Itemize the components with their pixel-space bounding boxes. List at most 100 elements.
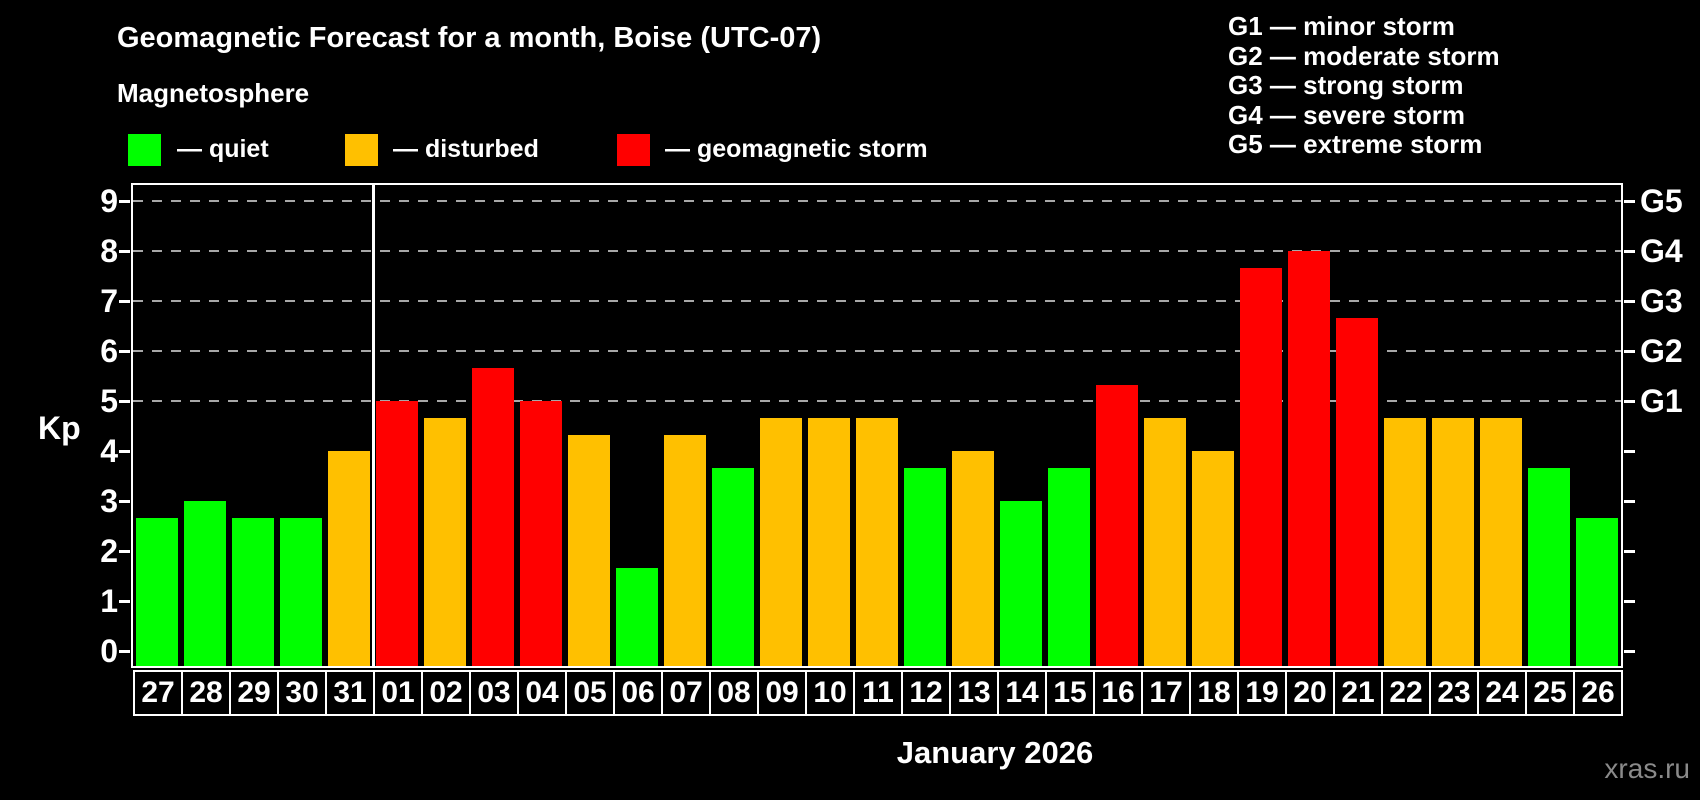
g-scale-label: G5 (1640, 183, 1683, 219)
day-label: 19 (1237, 670, 1287, 716)
bar-day-03 (472, 367, 514, 666)
left-tick (119, 349, 130, 353)
day-label: 08 (709, 670, 759, 716)
bar-day-22 (1384, 417, 1426, 666)
day-label: 18 (1189, 670, 1239, 716)
bar-day-18 (1192, 451, 1234, 666)
bar-day-11 (856, 417, 898, 666)
right-tick (1624, 299, 1635, 303)
g-scale-label: G2 (1640, 333, 1683, 369)
left-tick (119, 599, 130, 603)
g-scale-label: G1 (1640, 383, 1683, 419)
bar-day-14 (1000, 501, 1042, 666)
legend-label: — quiet (177, 135, 269, 163)
day-label: 21 (1333, 670, 1383, 716)
bar-day-04 (520, 401, 562, 666)
watermark: xras.ru (1604, 753, 1690, 784)
g-scale-label: G3 (1640, 283, 1683, 319)
bar-day-25 (1528, 467, 1570, 666)
day-label: 12 (901, 670, 951, 716)
y-axis-title: Kp (38, 410, 81, 446)
day-label: 30 (277, 670, 327, 716)
bar-day-20 (1288, 251, 1330, 666)
day-label: 09 (757, 670, 807, 716)
bar-day-29 (232, 517, 274, 666)
day-label: 01 (373, 670, 423, 716)
legend-label: — disturbed (393, 135, 539, 163)
day-label: 11 (853, 670, 903, 716)
day-label: 02 (421, 670, 471, 716)
bar-day-16 (1096, 384, 1138, 666)
day-label: 20 (1285, 670, 1335, 716)
day-label: 28 (181, 670, 231, 716)
storm-scale-line: G3 — strong storm (1228, 70, 1464, 100)
y-tick-label: 3 (100, 483, 118, 519)
right-tick (1624, 549, 1635, 553)
gridline-kp5 (133, 400, 1621, 402)
bar-day-17 (1144, 417, 1186, 666)
bar-day-01 (376, 401, 418, 666)
y-tick-label: 2 (100, 533, 118, 569)
storm-scale-line: G1 — minor storm (1228, 11, 1455, 41)
y-tick-label: 1 (100, 583, 118, 619)
bar-day-26 (1576, 517, 1618, 666)
bar-day-30 (280, 517, 322, 666)
month-separator (371, 185, 375, 666)
y-tick-label: 4 (100, 433, 118, 469)
y-tick-label: 8 (100, 233, 118, 269)
legend-swatch-disturbed (345, 134, 378, 166)
bar-day-15 (1048, 467, 1090, 666)
bar-day-23 (1432, 417, 1474, 666)
legend-label: — geomagnetic storm (665, 135, 928, 163)
chart-subtitle: Magnetosphere (117, 78, 310, 108)
day-label: 05 (565, 670, 615, 716)
bar-day-31 (328, 451, 370, 666)
gridline-kp6 (133, 350, 1621, 352)
day-label: 31 (325, 670, 375, 716)
right-tick (1624, 649, 1635, 653)
left-tick (119, 249, 130, 253)
day-label: 24 (1477, 670, 1527, 716)
left-tick (119, 399, 130, 403)
bar-day-07 (664, 434, 706, 666)
left-tick (119, 649, 130, 653)
day-label-row: 27 28 29 30 31 01 02 03 04 05 06 07 08 09 10 11 12 13 14 15… (133, 670, 1629, 716)
gridline-kp9 (133, 200, 1621, 202)
y-tick-label: 9 (100, 183, 118, 219)
storm-scale-line: G5 — extreme storm (1228, 129, 1483, 159)
right-tick (1624, 599, 1635, 603)
plot-inner (133, 185, 1621, 666)
day-label: 16 (1093, 670, 1143, 716)
day-label: 13 (949, 670, 999, 716)
gridline-kp8 (133, 250, 1621, 252)
storm-scale-legend: G1 — minor storm G2 — moderate storm G3 — … (1228, 11, 1500, 160)
left-tick (119, 199, 130, 203)
chart-title: Geomagnetic Forecast for a month, Boise … (117, 22, 822, 54)
bar-day-19 (1240, 267, 1282, 666)
bar-day-28 (184, 501, 226, 666)
day-label: 26 (1573, 670, 1623, 716)
day-label: 04 (517, 670, 567, 716)
right-tick (1624, 199, 1635, 203)
plot-area (131, 183, 1623, 668)
day-label: 07 (661, 670, 711, 716)
left-tick (119, 499, 130, 503)
day-label: 29 (229, 670, 279, 716)
y-tick-label: 5 (100, 383, 118, 419)
bar-day-12 (904, 467, 946, 666)
storm-scale-line: G4 — severe storm (1228, 99, 1466, 130)
bar-day-06 (616, 567, 658, 666)
left-tick (119, 449, 130, 453)
day-label: 17 (1141, 670, 1191, 716)
day-label: 06 (613, 670, 663, 716)
day-label: 14 (997, 670, 1047, 716)
left-tick (119, 299, 130, 303)
bar-day-05 (568, 434, 610, 666)
gridline-kp7 (133, 300, 1621, 302)
day-label: 27 (133, 670, 183, 716)
legend-swatch-storm (617, 134, 650, 166)
bar-day-09 (760, 417, 802, 666)
day-label: 15 (1045, 670, 1095, 716)
right-tick (1624, 499, 1635, 503)
